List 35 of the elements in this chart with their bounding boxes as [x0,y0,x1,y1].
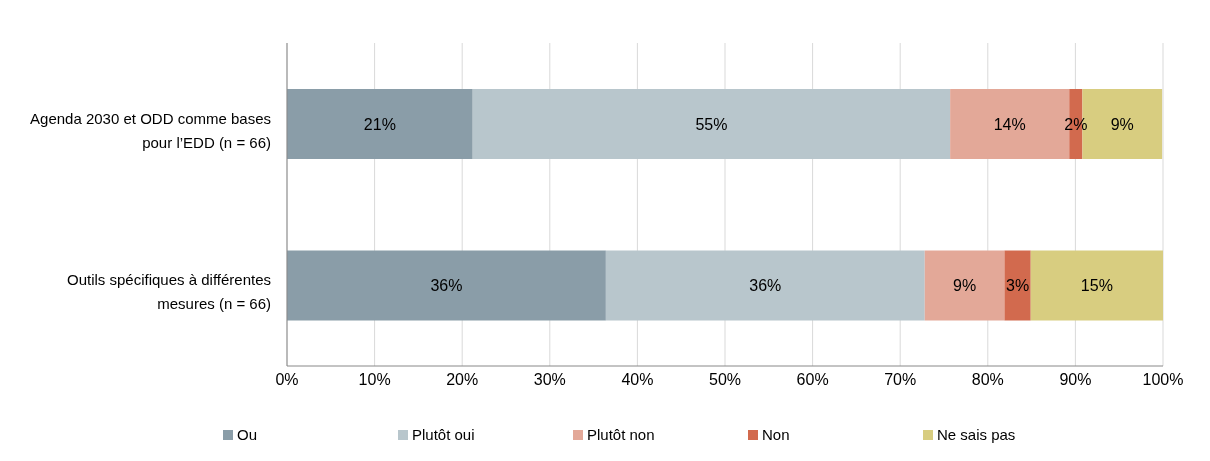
bar [287,89,473,159]
bar [1004,250,1031,321]
bar [605,250,925,321]
x-tick-label: 50% [708,371,742,389]
x-tick-label: 30% [533,371,566,389]
data-label: 14% [993,115,1026,133]
x-tick-label: 90% [1059,371,1092,389]
x-tick-label: 60% [796,371,829,389]
data-label: 9% [953,277,977,295]
bar [1030,250,1163,321]
x-tick-label: 80% [971,371,1004,389]
legend-label: Ou [237,426,258,443]
data-label: 2% [1064,115,1088,133]
data-label: 3% [1006,277,1030,295]
y-tick-label: Outils spécifiques à différentes mesures (n = 66) [66,271,271,313]
data-label: 15% [1080,277,1113,295]
x-tick-label: 70% [884,371,917,389]
data-label: 36% [430,277,463,295]
data-label: 9% [1110,115,1134,133]
legend-label: Non [762,426,790,443]
bar [287,250,606,321]
data-label: 36% [749,277,782,295]
bar [472,89,951,159]
bar [924,250,1005,321]
data-label: 55% [695,115,728,133]
x-tick-label: 40% [621,371,654,389]
legend-label: Plutôt oui [412,426,475,443]
data-label: 21% [363,115,396,133]
x-tick-label: 0% [275,371,299,389]
x-tick-label: 10% [358,371,391,389]
legend-label: Plutôt non [587,426,655,443]
x-tick-label: 20% [446,371,479,389]
y-tick-label: Agenda 2030 et ODD comme bases pour l’EDD (n = 66) [30,109,271,151]
legend-label: Ne sais pas [937,426,1016,443]
x-tick-label: 100% [1142,371,1184,389]
